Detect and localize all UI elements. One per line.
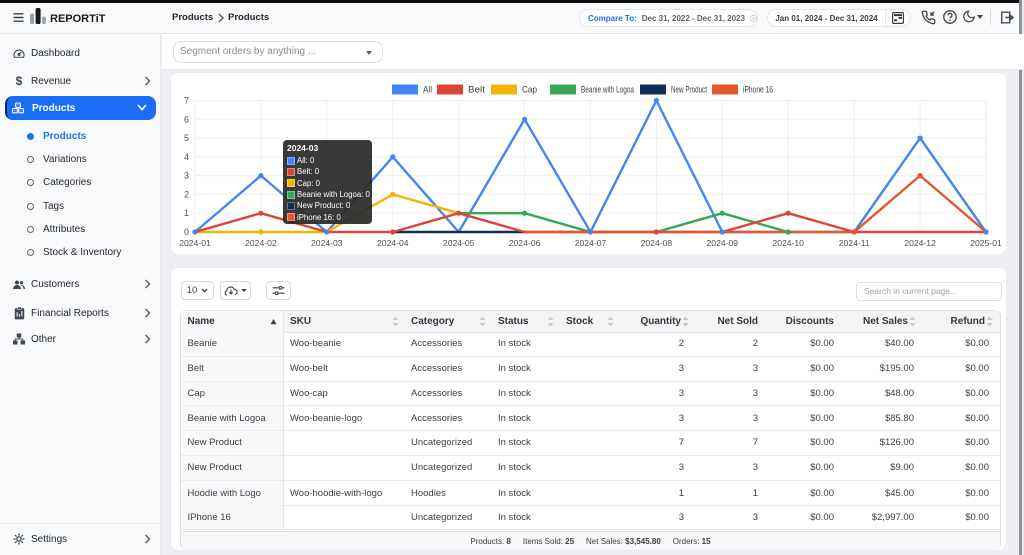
svg-text:3: 3	[184, 171, 189, 181]
svg-text:1: 1	[184, 208, 189, 218]
svg-text:2024-03: 2024-03	[311, 238, 343, 248]
svg-text:2025-01: 2025-01	[970, 238, 1002, 248]
svg-text:2024-05: 2024-05	[443, 238, 475, 248]
svg-text:iPhone 16: iPhone 16	[743, 85, 773, 95]
svg-text:2: 2	[184, 189, 189, 199]
svg-text:2024-01: 2024-01	[179, 238, 211, 248]
svg-text:2024-06: 2024-06	[509, 238, 541, 248]
svg-text:Beanie with Logoa: Beanie with Logoa	[581, 85, 634, 95]
svg-text:New Product: New Product	[671, 85, 707, 95]
svg-text:2024-02: 2024-02	[245, 238, 277, 248]
svg-text:4: 4	[184, 152, 189, 162]
svg-text:Belt: Belt	[468, 85, 486, 95]
svg-text:2024-04: 2024-04	[377, 238, 409, 248]
svg-text:5: 5	[184, 133, 189, 143]
svg-text:2024-08: 2024-08	[641, 238, 673, 248]
svg-text:2024-09: 2024-09	[707, 238, 739, 248]
svg-text:2024-11: 2024-11	[839, 238, 870, 248]
svg-text:2024-12: 2024-12	[904, 238, 936, 248]
svg-text:Cap: Cap	[522, 85, 537, 95]
svg-text:All: All	[423, 85, 432, 95]
svg-text:6: 6	[184, 114, 189, 124]
svg-text:2024-10: 2024-10	[772, 238, 804, 248]
svg-text:0: 0	[184, 227, 189, 237]
svg-text:7: 7	[184, 96, 189, 106]
svg-text:2024-07: 2024-07	[575, 238, 607, 248]
